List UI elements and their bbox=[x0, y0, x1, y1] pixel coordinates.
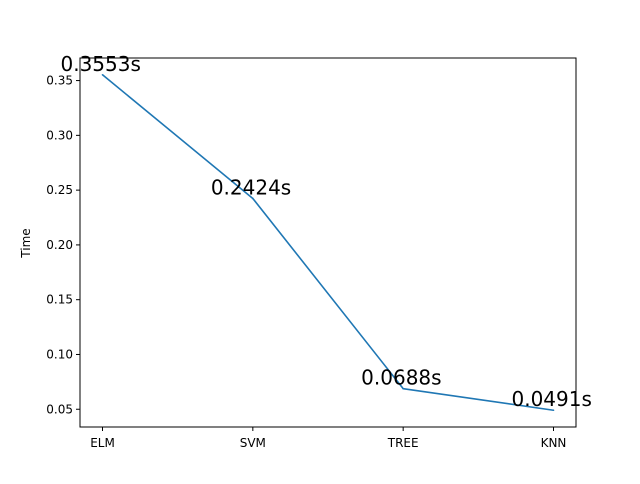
data-label: 0.0491s bbox=[512, 387, 592, 411]
data-point bbox=[252, 197, 254, 200]
x-tick-label: KNN bbox=[541, 436, 567, 450]
data-point bbox=[552, 409, 555, 412]
data-label: 0.0688s bbox=[361, 366, 441, 390]
y-tick-label: 0.10 bbox=[46, 347, 73, 361]
data-point bbox=[402, 387, 404, 390]
series-line bbox=[101, 74, 554, 412]
y-axis-label: Time bbox=[19, 228, 33, 258]
y-tick-label: 0.25 bbox=[46, 183, 73, 197]
y-tick-label: 0.35 bbox=[46, 74, 73, 88]
x-tick-label: ELM bbox=[90, 436, 115, 450]
data-label: 0.3553s bbox=[61, 52, 141, 76]
y-tick-label: 0.30 bbox=[46, 128, 73, 142]
y-tick-label: 0.15 bbox=[46, 293, 73, 307]
x-tick-label: TREE bbox=[387, 436, 419, 450]
plot-frame bbox=[79, 57, 577, 428]
data-point bbox=[101, 73, 104, 76]
y-tick-label: 0.05 bbox=[46, 402, 73, 416]
y-tick-label: 0.20 bbox=[46, 238, 73, 252]
x-tick-label: SVM bbox=[240, 436, 266, 450]
data-label: 0.2424s bbox=[211, 175, 291, 199]
plot-area: 0.05 0.10 0.15 0.20 0.25 0.30 0.35 ELM SVM TREE KN… bbox=[46, 52, 592, 450]
